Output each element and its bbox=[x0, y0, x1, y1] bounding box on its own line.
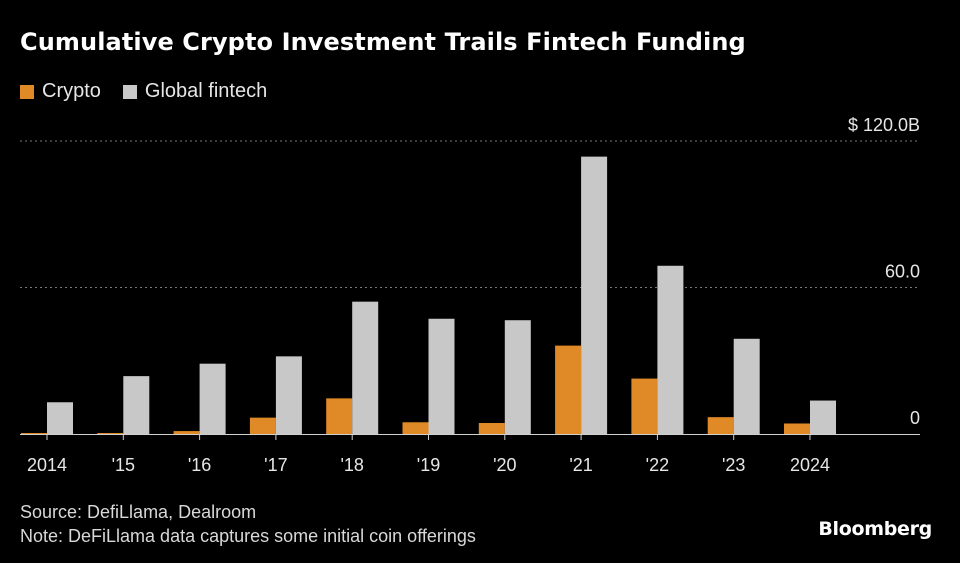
y-tick-label-1: 60.0 bbox=[885, 262, 920, 282]
bar-crypto-10 bbox=[784, 423, 810, 434]
bar-fintech-3 bbox=[275, 356, 302, 434]
legend-item-crypto: Crypto bbox=[20, 80, 101, 103]
bar-crypto-6 bbox=[478, 423, 505, 434]
bloomberg-logo: Bloomberg bbox=[818, 518, 932, 540]
source-text: Source: DefiLlama, Dealroom bbox=[20, 502, 257, 522]
x-tick-label-6: '20 bbox=[493, 455, 516, 475]
x-tick-label-3: '17 bbox=[264, 455, 287, 475]
bar-crypto-1 bbox=[97, 433, 124, 434]
x-tick-label-10: 2024 bbox=[790, 455, 830, 475]
bar-fintech-1 bbox=[123, 376, 150, 434]
legend-item-fintech: Global fintech bbox=[122, 80, 268, 103]
bar-fintech-5 bbox=[428, 318, 455, 434]
x-tick-label-9: '23 bbox=[722, 455, 745, 475]
bar-fintech-0 bbox=[47, 402, 73, 434]
y-tick-label-2: $ 120.0B bbox=[848, 115, 920, 135]
bar-crypto-8 bbox=[631, 378, 658, 434]
bar-crypto-4 bbox=[326, 398, 353, 434]
bar-crypto-5 bbox=[402, 422, 429, 434]
legend-label-fintech: Global fintech bbox=[144, 80, 268, 102]
x-tick-label-5: '19 bbox=[417, 455, 440, 475]
footnote: Source: DefiLlama, Dealroom Note: DeFiLl… bbox=[20, 500, 476, 548]
bar-crypto-2 bbox=[173, 431, 200, 434]
bar-fintech-4 bbox=[352, 301, 379, 434]
legend-swatch-crypto bbox=[20, 84, 34, 99]
bar-fintech-8 bbox=[657, 265, 684, 434]
x-tick-label-4: '18 bbox=[340, 455, 363, 475]
bar-crypto-7 bbox=[555, 345, 582, 434]
bar-crypto-0 bbox=[21, 433, 47, 434]
legend-swatch-fintech bbox=[122, 84, 137, 99]
bar-fintech-7 bbox=[581, 156, 608, 435]
legend-label-crypto: Crypto bbox=[42, 80, 101, 102]
bar-fintech-2 bbox=[199, 363, 226, 434]
x-tick-label-2: '16 bbox=[188, 455, 211, 475]
x-tick-label-0: 2014 bbox=[27, 455, 67, 475]
x-tick-label-1: '15 bbox=[112, 455, 135, 475]
bar-fintech-10 bbox=[810, 400, 836, 434]
x-tick-label-7: '21 bbox=[569, 455, 592, 475]
y-tick-label-0: 0 bbox=[910, 408, 920, 428]
bar-fintech-9 bbox=[733, 338, 760, 434]
chart-title: Cumulative Crypto Investment Trails Fint… bbox=[20, 28, 746, 56]
bar-crypto-9 bbox=[707, 417, 734, 434]
bar-crypto-3 bbox=[249, 417, 276, 434]
note-text: Note: DeFiLlama data captures some initi… bbox=[20, 526, 476, 546]
bar-fintech-6 bbox=[504, 320, 531, 434]
legend: Crypto Global fintech bbox=[20, 80, 289, 103]
x-tick-label-8: '22 bbox=[646, 455, 669, 475]
